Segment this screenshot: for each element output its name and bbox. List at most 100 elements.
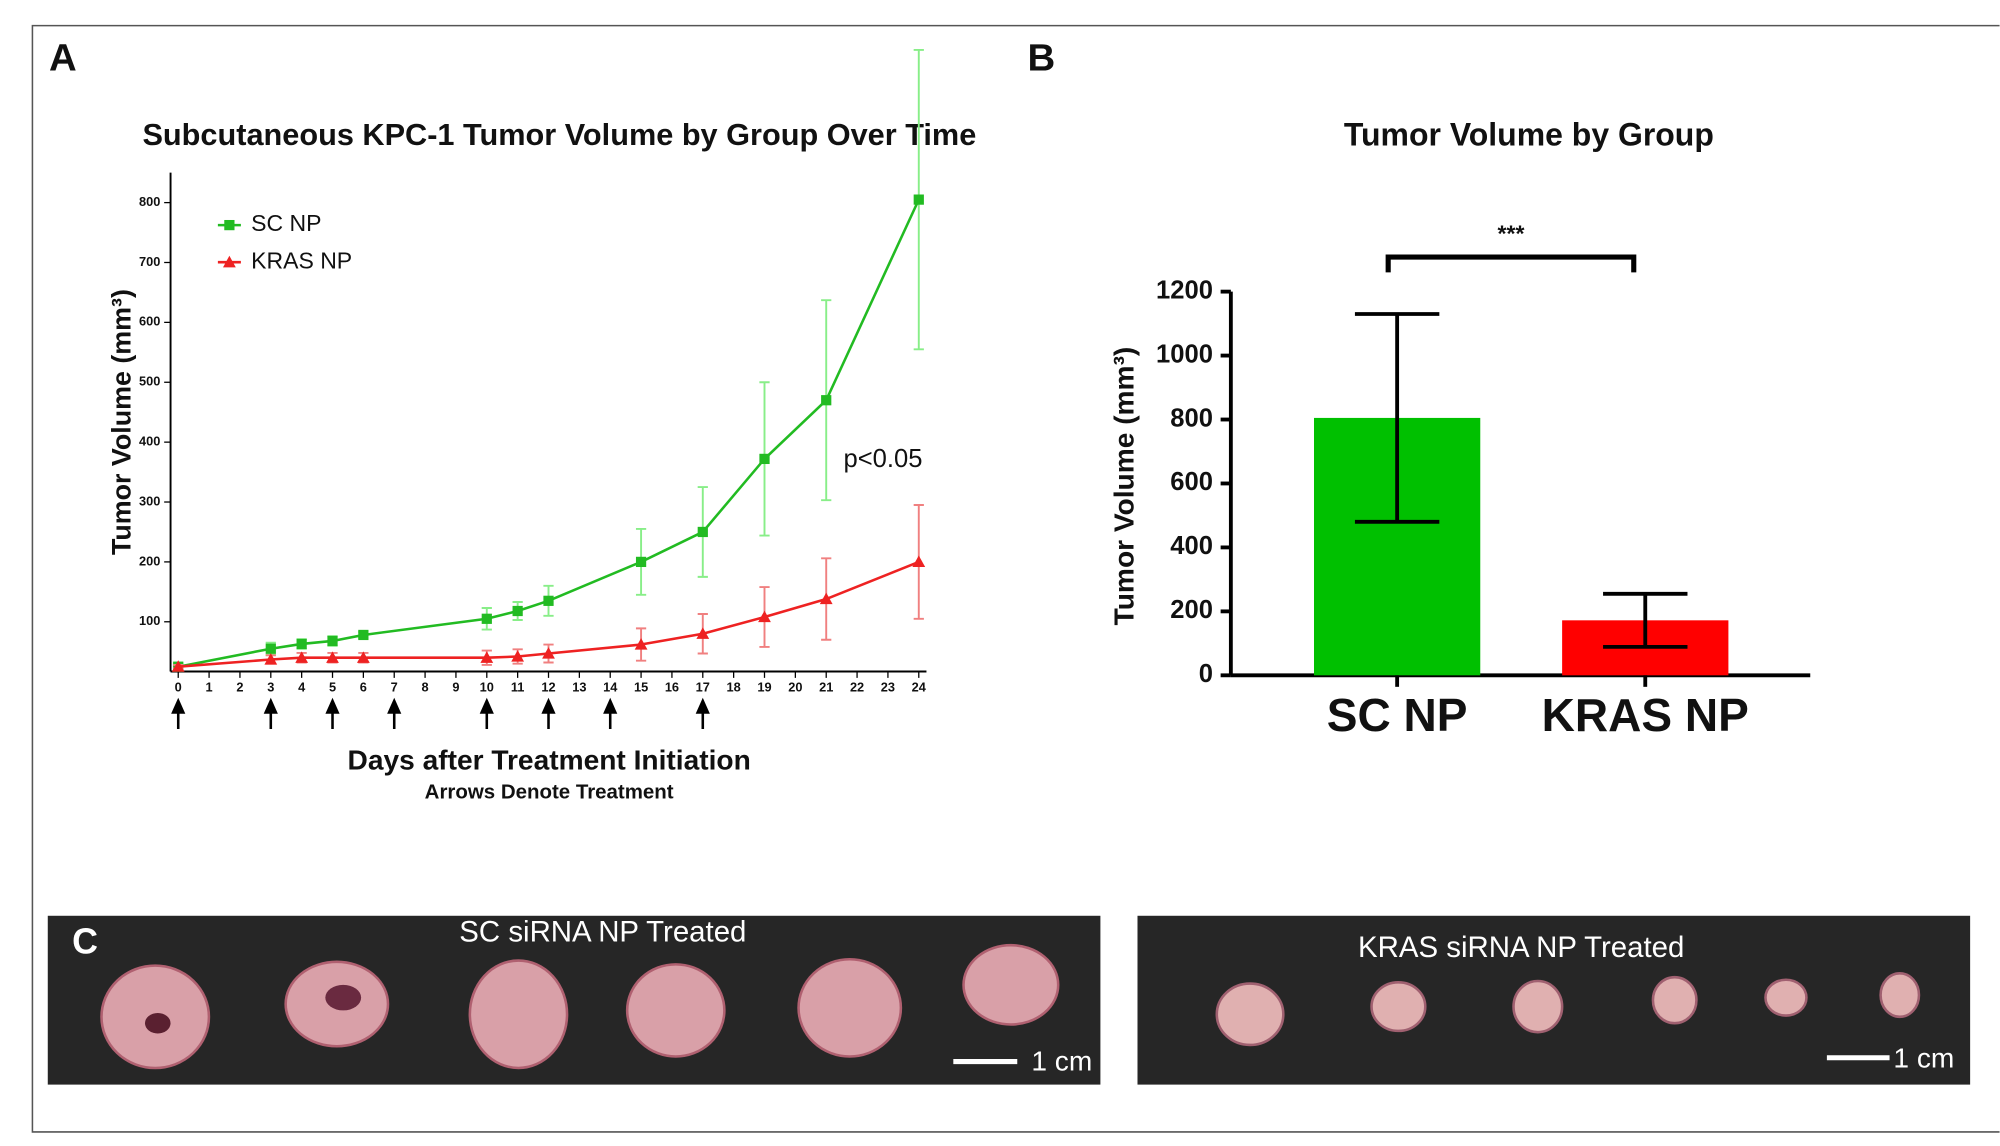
annotation: p<0.05 [843,445,922,473]
marker [264,653,278,665]
marker [224,219,235,231]
chart-title: Subcutaneous KPC-1 Tumor Volume by Group… [142,117,976,152]
x-tick-label: 2 [236,679,243,694]
x-tick-label: 3 [267,679,274,694]
treatment-arrow [325,697,340,730]
x-tick-label: 22 [850,679,864,694]
marker [912,555,926,568]
x-tick-label: 9 [452,679,459,694]
x-tick-label: 21 [819,679,833,694]
y-tick-label: 400 [139,434,160,449]
marker [634,638,648,650]
treatment-arrow [387,697,402,730]
treatment-arrow [603,697,618,730]
marker [222,255,236,268]
x-tick-label: 11 [511,679,525,694]
y-tick-label: 500 [139,374,160,389]
treatment-arrow [695,697,710,730]
y-tick-label: 600 [1170,468,1213,496]
treatment-arrow [263,697,278,730]
axis-note: Arrows Denote Treatment [425,780,674,803]
y-tick-label: 1000 [1156,340,1213,368]
y-tick-label: 1200 [1156,276,1213,304]
error-bar [1354,312,1440,524]
x-tick-label: 16 [665,679,679,694]
y-tick-label: 800 [139,194,160,209]
panel-label: C [72,921,98,961]
y-axis-label: Tumor Volume (mm³) [1108,347,1139,626]
marker [327,635,338,647]
y-axis-label: Tumor Volume (mm³) [106,289,136,555]
x-tick-label: 6 [360,679,367,694]
marker [296,638,307,650]
marker [326,651,339,663]
treatment-arrow [541,697,556,730]
panel-label: A [49,36,77,79]
scale-label: 1 cm [1893,1043,1954,1074]
photo: KRAS siRNA NP Treated 1 cm [1137,915,1971,1085]
error-bar [1603,591,1688,649]
x-tick-label: 23 [881,679,895,694]
significance: *** [1498,220,1525,246]
x-tick-label: 12 [541,679,555,694]
marker [819,592,833,605]
photo: C SC siRNA NP Treated 1 cm [47,915,1101,1085]
x-tick-label: 8 [422,679,429,694]
x-tick-label: KRAS NP [1542,689,1749,741]
photo-caption: KRAS siRNA NP Treated [1358,931,1684,964]
marker [542,647,555,659]
x-tick-label: 18 [727,679,741,694]
marker [295,651,309,663]
y-tick-label: 200 [139,553,160,568]
x-axis-label: Days after Treatment Initiation [348,745,751,776]
x-tick-label: 10 [480,679,494,694]
marker [543,595,554,606]
panel-label: B [1027,36,1055,79]
x-tick-label: 4 [298,679,306,694]
y-tick-label: 600 [139,314,160,329]
figure-frame [31,24,2000,1133]
y-tick-label: 100 [139,613,160,628]
x-tick-label: 15 [634,679,648,694]
y-tick-label: 0 [1199,660,1213,688]
significance-bracket [1385,254,1637,273]
y-tick-label: 700 [139,254,160,269]
marker [696,627,710,639]
scale-label: 1 cm [1031,1045,1092,1076]
marker [171,660,185,672]
treatment-arrow [479,697,494,730]
marker [358,629,369,641]
marker [758,610,771,623]
marker [511,650,525,662]
x-tick-label: 17 [696,679,710,694]
chart-title: Tumor Volume by Group [1344,116,1714,152]
x-tick-label: 7 [391,679,398,694]
legend-label: KRAS NP [251,247,352,273]
marker [759,453,770,465]
x-tick-label: 13 [572,679,586,694]
y-tick-label: 200 [1170,596,1213,624]
x-tick-label: 24 [912,679,927,694]
x-tick-label: 5 [329,679,336,694]
marker [265,643,276,654]
marker [913,194,924,205]
y-tick-label: 300 [139,493,160,508]
x-tick-label: SC NP [1327,689,1468,741]
x-tick-label: 1 [206,679,213,694]
x-tick-label: 0 [175,679,182,694]
marker [821,395,832,406]
marker [356,651,370,663]
marker [481,613,492,624]
marker [697,526,708,538]
x-tick-label: 20 [788,679,802,694]
marker [635,556,647,568]
legend-label: SC NP [251,210,321,236]
marker [480,651,494,663]
marker [512,605,523,617]
x-tick-label: 19 [757,679,771,694]
photo-caption: SC siRNA NP Treated [459,915,746,948]
treatment-arrow [171,697,186,730]
y-tick-label: 400 [1170,532,1213,560]
y-tick-label: 800 [1170,404,1213,432]
